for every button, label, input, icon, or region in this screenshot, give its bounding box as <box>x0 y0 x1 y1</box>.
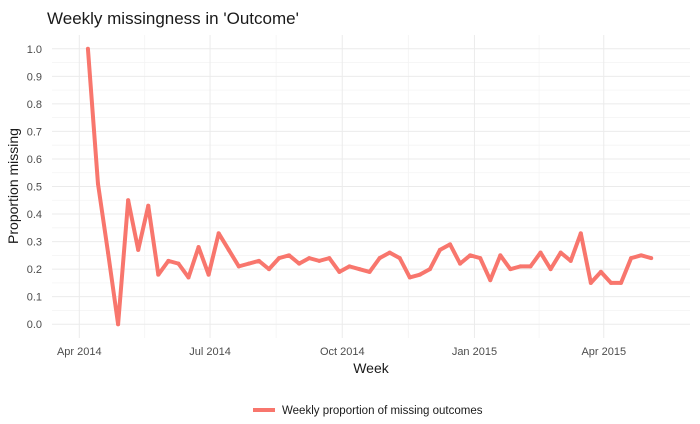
grid <box>52 35 690 338</box>
data-point <box>196 245 201 250</box>
data-point <box>629 256 634 261</box>
data-point <box>317 258 322 263</box>
y-tick-label: 0.5 <box>27 182 42 194</box>
data-point <box>216 231 221 236</box>
data-point <box>488 278 493 283</box>
data-point <box>116 322 121 327</box>
data-point <box>619 280 624 285</box>
data-point <box>377 256 382 261</box>
x-tick-label: Jan 2015 <box>452 346 497 358</box>
data-point <box>126 198 131 203</box>
data-point <box>508 267 513 272</box>
data-point <box>397 256 402 261</box>
data-point <box>448 242 453 247</box>
data-point <box>598 269 603 274</box>
y-axis-title: Proportion missing <box>5 128 21 244</box>
data-point <box>206 272 211 277</box>
data-point <box>347 264 352 269</box>
data-point <box>367 269 372 274</box>
data-point <box>156 272 161 277</box>
data-point <box>307 256 312 261</box>
data-point <box>337 269 342 274</box>
data-point <box>427 267 432 272</box>
y-tick-label: 0.9 <box>27 71 42 83</box>
chart-title: Weekly missingness in 'Outcome' <box>47 9 299 28</box>
data-point <box>437 247 442 252</box>
data-point <box>85 46 90 51</box>
data-point <box>146 203 151 208</box>
data-point <box>417 272 422 277</box>
data-point <box>246 261 251 266</box>
data-point <box>136 247 141 252</box>
x-tick-label: Jul 2014 <box>189 346 231 358</box>
x-tick-label: Apr 2014 <box>57 346 102 358</box>
data-point <box>186 275 191 280</box>
data-point <box>327 256 332 261</box>
series-group <box>85 46 654 327</box>
x-axis-title: Week <box>353 360 390 376</box>
y-axis-ticks: 0.0 0.1 0.2 0.3 0.4 0.5 0.6 0.7 0.8 0.9 1.0 <box>27 44 42 331</box>
data-point <box>639 253 644 258</box>
y-tick-label: 0.0 <box>27 319 42 331</box>
x-axis-ticks: Apr 2014 Jul 2014 Oct 2014 Jan 2015 Apr 2015 <box>57 346 626 358</box>
data-point <box>297 261 302 266</box>
y-tick-label: 0.2 <box>27 264 42 276</box>
legend: Weekly proportion of missing outcomes <box>253 405 483 417</box>
y-tick-label: 0.8 <box>27 99 42 111</box>
data-point <box>287 253 292 258</box>
y-tick-label: 0.1 <box>27 292 42 304</box>
data-point <box>608 280 613 285</box>
x-tick-label: Oct 2014 <box>320 346 365 358</box>
data-point <box>498 253 503 258</box>
data-point <box>357 267 362 272</box>
data-point <box>649 256 654 261</box>
data-point <box>518 264 523 269</box>
data-point <box>478 256 483 261</box>
data-point <box>568 258 573 263</box>
data-point <box>558 250 563 255</box>
y-tick-label: 0.4 <box>27 209 42 221</box>
data-point <box>548 267 553 272</box>
legend-label: Weekly proportion of missing outcomes <box>282 405 483 417</box>
data-point <box>106 250 111 255</box>
data-point <box>266 267 271 272</box>
data-point <box>256 258 261 263</box>
y-tick-label: 0.7 <box>27 126 42 138</box>
data-point <box>166 258 171 263</box>
x-tick-label: Apr 2015 <box>581 346 626 358</box>
data-point <box>226 247 231 252</box>
data-point <box>236 264 241 269</box>
data-point <box>538 250 543 255</box>
data-point <box>468 253 473 258</box>
y-tick-label: 0.6 <box>27 154 42 166</box>
y-tick-label: 0.3 <box>27 237 42 249</box>
data-point <box>407 275 412 280</box>
data-point <box>458 261 463 266</box>
data-point <box>176 261 181 266</box>
data-point <box>528 264 533 269</box>
data-point <box>387 250 392 255</box>
data-point <box>588 280 593 285</box>
data-point <box>277 256 282 261</box>
y-tick-label: 1.0 <box>27 44 42 56</box>
data-point <box>95 181 100 186</box>
data-point <box>578 231 583 236</box>
